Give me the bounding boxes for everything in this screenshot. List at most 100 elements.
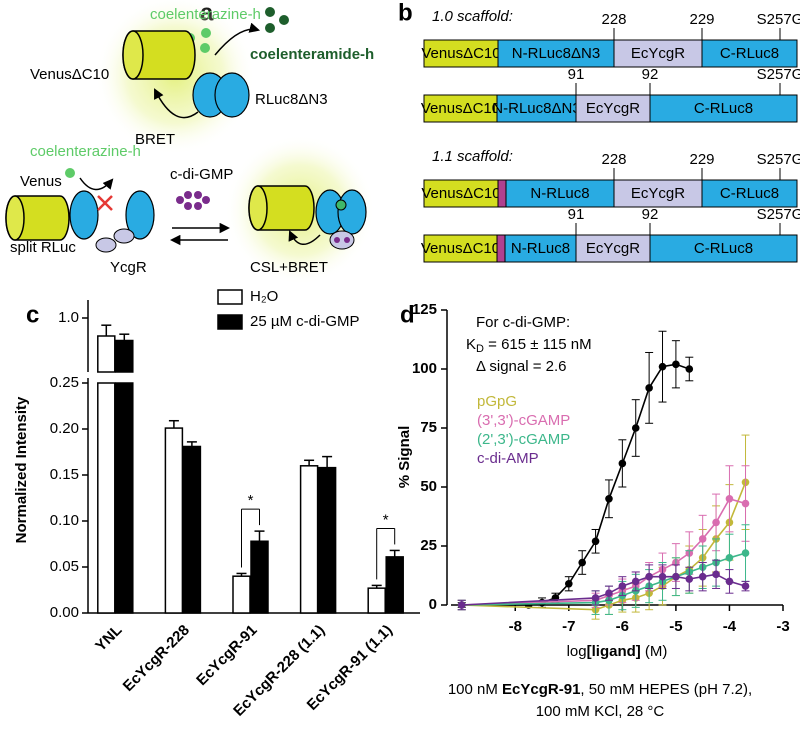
point [672, 360, 680, 369]
site-label: 228 [601, 151, 626, 168]
significance: * [248, 492, 254, 509]
ycgr-domain [113, 228, 135, 244]
segment-label: N-RLuc8ΔN3 [492, 100, 580, 117]
segment-label: C-RLuc8 [694, 100, 753, 117]
y-axis-label: % Signal [396, 426, 413, 489]
site-label: S257G [757, 151, 800, 168]
y-tick-label: 0.20 [50, 420, 79, 437]
point [578, 558, 586, 567]
panel-label: c [26, 301, 39, 328]
scaffold-title: 1.0 scaffold: [432, 8, 513, 25]
bar [115, 339, 134, 373]
bret-arrow [288, 230, 321, 245]
segment-label: N-RLuc8 [530, 185, 589, 202]
construct-segment [497, 39, 615, 68]
bar [299, 465, 319, 614]
construct-segment [613, 39, 703, 68]
bar [367, 587, 386, 614]
point [741, 499, 750, 508]
point [698, 535, 707, 543]
construct-segment [504, 234, 577, 263]
bar [250, 540, 269, 614]
venus-label: Venus [20, 173, 62, 190]
segment-label: EcYcgR [631, 185, 685, 202]
construct-segment [423, 39, 499, 68]
annotation: For c-di-GMP: [476, 314, 570, 331]
product-dot [279, 15, 289, 25]
y-tick-label: 1.0 [58, 309, 79, 326]
point [618, 459, 627, 468]
substrate-dot [335, 199, 347, 211]
substrate-label: coelenterazine-h [150, 6, 261, 23]
y-tick-label: 25 [420, 537, 437, 554]
rluc-lobe [337, 189, 367, 235]
point [591, 594, 600, 602]
significance: * [383, 511, 389, 528]
site-label: S257G [757, 11, 800, 28]
panel-label: b [398, 0, 413, 26]
venus-face [122, 30, 144, 80]
construct-segment [496, 94, 577, 123]
red-x [97, 195, 113, 211]
legend-label: pGpG [477, 393, 517, 410]
y-tick-label: 0.25 [50, 374, 79, 391]
caption-part: EcYcgR-91 [502, 681, 580, 698]
site-label: 91 [568, 206, 585, 223]
site-label: 229 [689, 151, 714, 168]
split-rluc [69, 190, 99, 240]
segment-label: VenusΔC10 [421, 100, 500, 117]
x-tick-label: EcYcgR-91 [193, 622, 260, 689]
x-tick-label: YNL [92, 622, 125, 655]
x-label-part: [ligand] [587, 643, 641, 660]
point [685, 365, 694, 373]
x-label-part: log [567, 643, 587, 660]
point [712, 518, 720, 527]
x-tick-label: -8 [509, 618, 522, 635]
construct-segment [613, 179, 703, 208]
construct-segment [649, 234, 798, 263]
point [565, 579, 573, 588]
y-tick-label: 75 [420, 419, 437, 436]
site-label: 92 [642, 66, 659, 83]
point [698, 572, 707, 581]
construct-segment [575, 234, 651, 263]
x-tick-label: -3 [776, 618, 789, 635]
caption: 100 nM EcYcgR-91, 50 mM HEPES (pH 7.2), [448, 681, 752, 698]
rluc-lobe [214, 72, 250, 118]
point [457, 601, 466, 609]
point [712, 570, 720, 579]
caption-part: 100 nM [448, 681, 502, 698]
point [672, 572, 680, 581]
point [645, 572, 653, 581]
panel-label: d [400, 301, 415, 328]
y-tick-label: 125 [412, 301, 437, 318]
caption: 100 mM KCl, 28 °C [536, 703, 665, 720]
legend-label: (3',3')-cGAMP [477, 412, 570, 429]
point [631, 424, 640, 432]
kd-symbol: K [466, 336, 476, 353]
y-tick-label: 0.10 [50, 512, 79, 529]
site-label: 91 [568, 66, 585, 83]
legend-swatch [217, 314, 243, 330]
site-label: 228 [601, 11, 626, 28]
substrate-dot [201, 28, 211, 38]
panel-a: a coelenterazine-h coelenteramide-h Venu… [5, 0, 375, 285]
ycgr-domain [95, 237, 117, 253]
venus-face [5, 195, 25, 241]
ligand-icon [176, 191, 210, 210]
point [645, 384, 653, 392]
point [658, 572, 667, 581]
legend-label: 25 µM c-di-GMP [250, 313, 360, 330]
point [725, 495, 734, 503]
reaction-arrow [214, 22, 261, 56]
point [631, 577, 640, 586]
x-tick-label: -6 [616, 618, 629, 635]
y-tick-label: 0 [429, 596, 437, 613]
y-axis-label: Normalized Intensity [13, 396, 30, 543]
substrate-dot [65, 168, 75, 178]
segment-label: VenusΔC10 [421, 240, 500, 257]
scaffold-title: 1.1 scaffold: [432, 148, 513, 165]
point [658, 362, 667, 371]
